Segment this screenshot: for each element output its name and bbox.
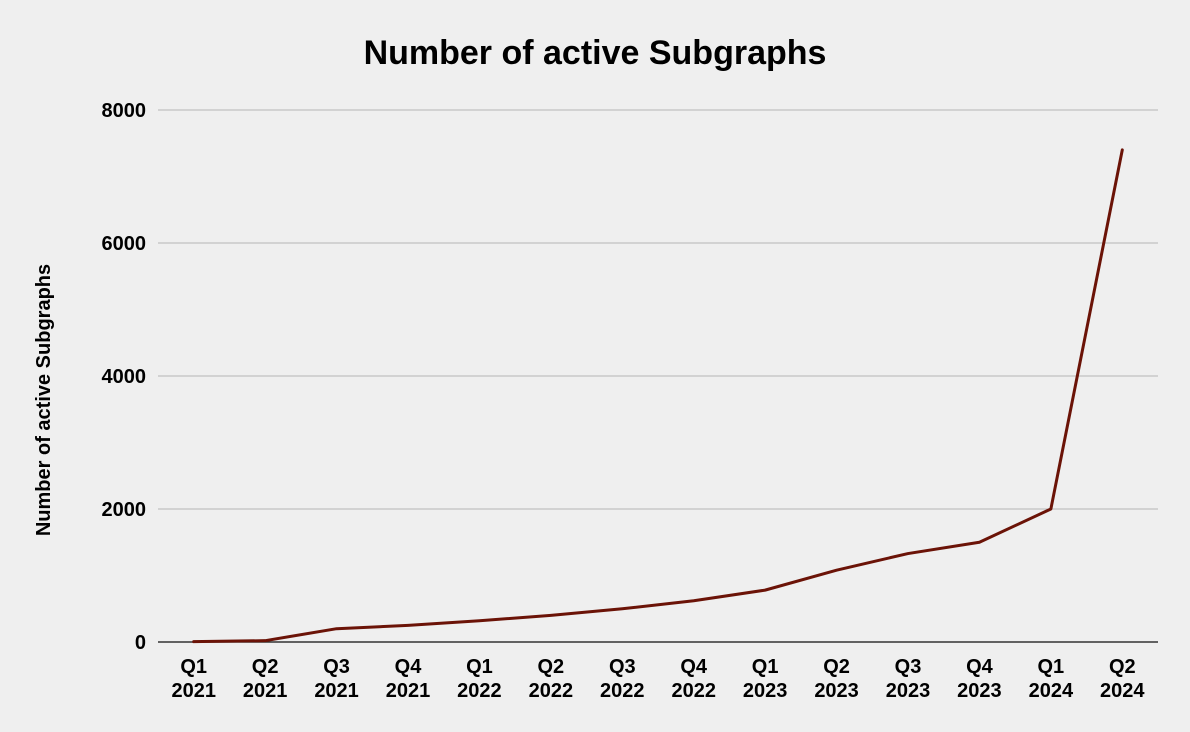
y-axis-label: Number of active Subgraphs — [33, 264, 55, 536]
x-tick-label: Q3 2022 — [600, 656, 645, 702]
y-tick-label: 0 — [135, 632, 146, 654]
x-tick-label: Q2 2022 — [529, 656, 574, 702]
y-tick-label: 8000 — [102, 100, 147, 122]
x-tick-label: Q2 2023 — [814, 656, 859, 702]
x-tick-label: Q2 2021 — [243, 656, 288, 702]
x-tick-label: Q3 2021 — [314, 656, 359, 702]
series-layer — [192, 148, 1124, 644]
x-tick-label: Q4 2023 — [957, 656, 1002, 702]
y-axis-ticks: 0 2000 4000 6000 8000 — [102, 100, 147, 654]
x-tick-label: Q1 2023 — [743, 656, 788, 702]
x-tick-label: Q1 2022 — [457, 656, 502, 702]
chart-title: Number of active Subgraphs — [364, 34, 827, 72]
series-line — [192, 148, 1124, 644]
x-tick-label: Q4 2022 — [671, 656, 716, 702]
y-tick-label: 4000 — [102, 366, 147, 388]
x-tick-label: Q2 2024 — [1100, 656, 1145, 702]
x-tick-label: Q1 2024 — [1029, 656, 1074, 702]
gridlines — [158, 109, 1158, 510]
x-axis-ticks: Q1 2021 Q2 2021 Q3 2021 Q4 2021 Q1 2022 Q2 2022 Q3 20… — [171, 656, 1145, 702]
x-tick-label: Q4 2021 — [386, 656, 431, 702]
y-tick-label: 2000 — [102, 499, 147, 521]
x-tick-label: Q3 2023 — [886, 656, 931, 702]
y-tick-label: 6000 — [102, 233, 147, 255]
x-tick-label: Q1 2021 — [171, 656, 216, 702]
